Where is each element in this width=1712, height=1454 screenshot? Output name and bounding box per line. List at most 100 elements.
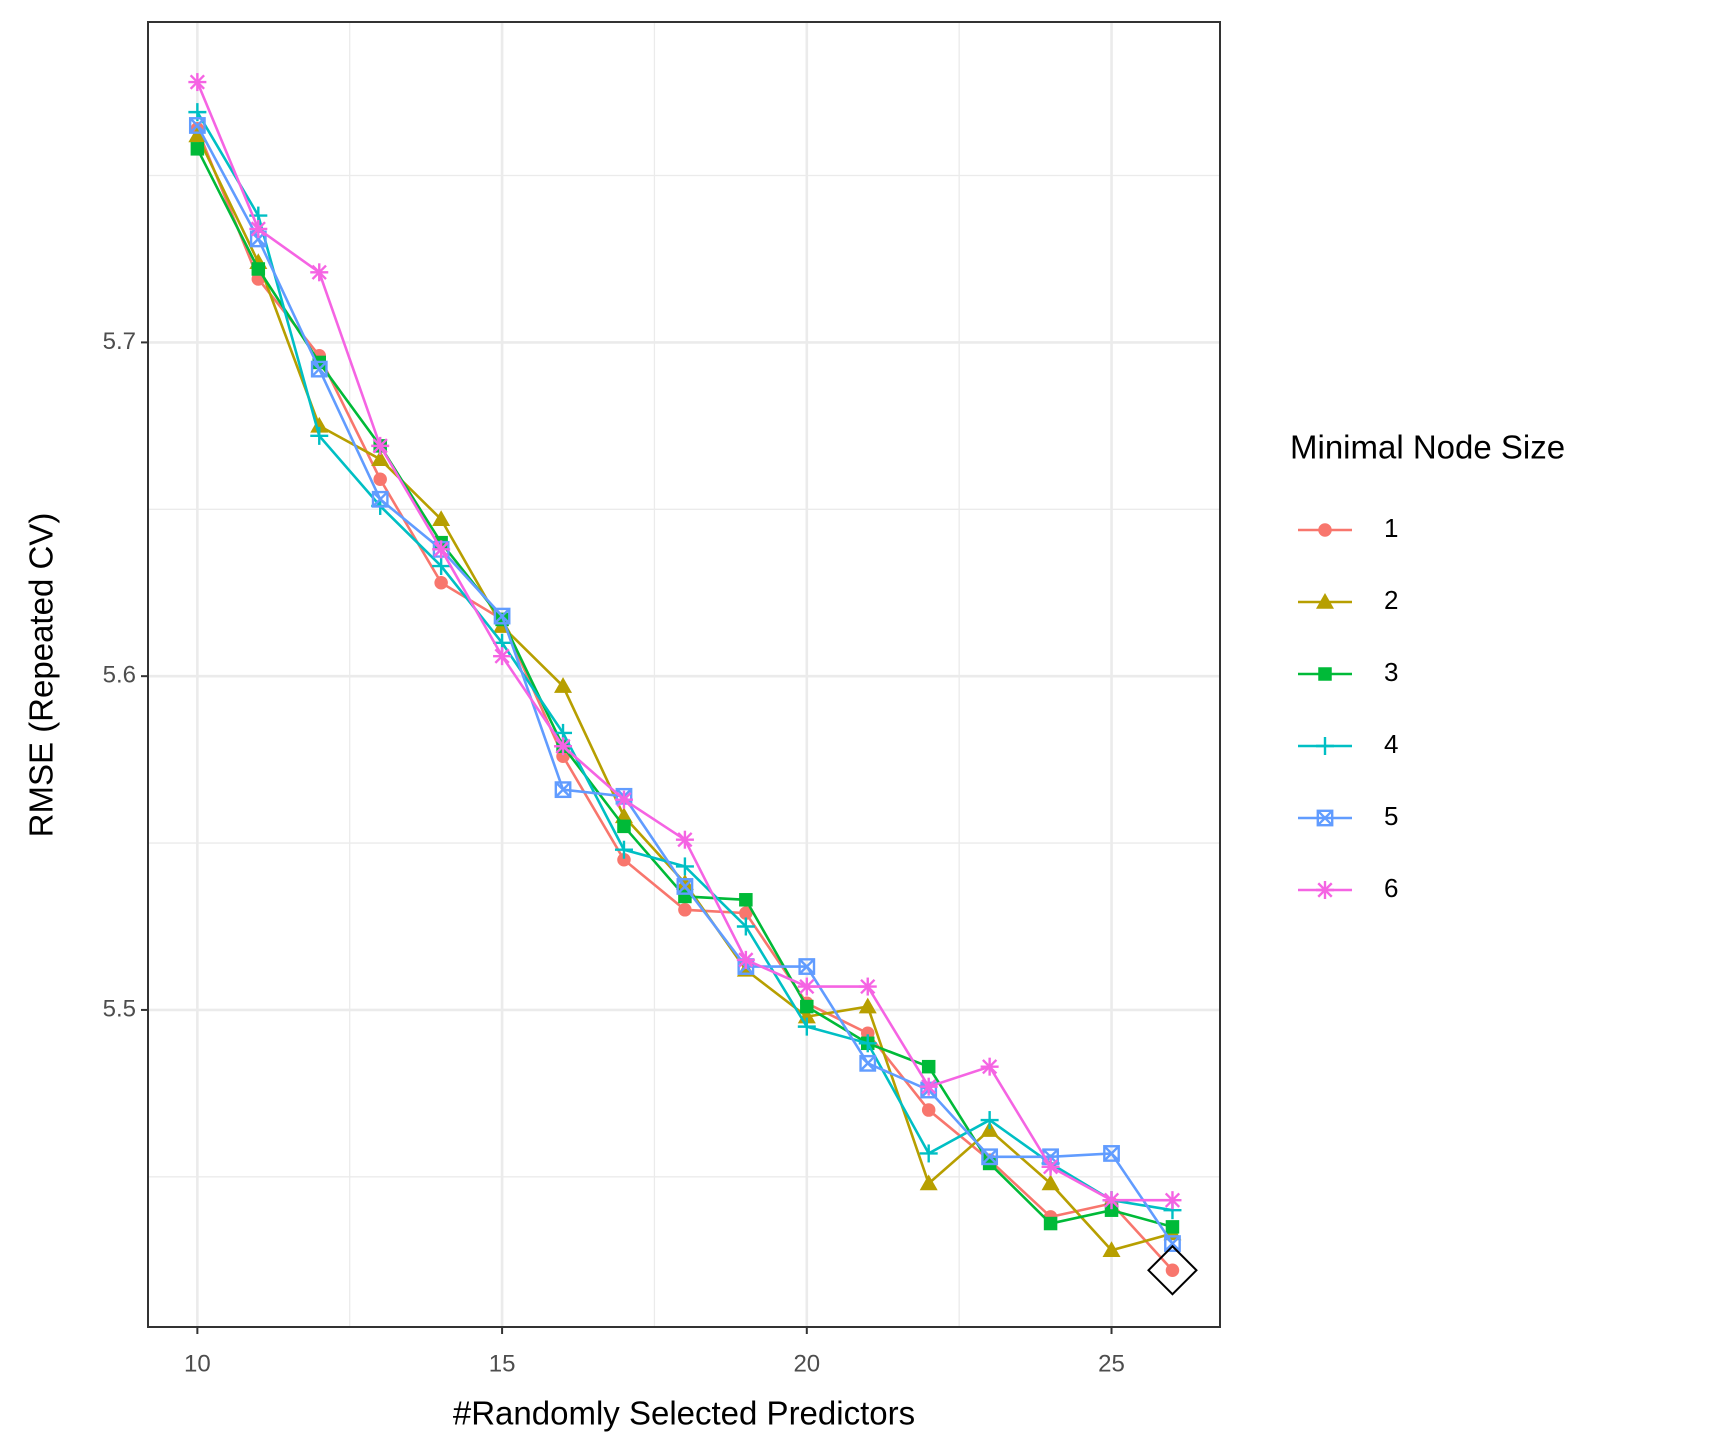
point-shape xyxy=(1318,667,1332,681)
point-shape xyxy=(859,1054,877,1072)
x-axis-title: #Randomly Selected Predictors xyxy=(453,1395,915,1432)
point xyxy=(310,263,329,282)
point xyxy=(373,472,387,487)
point-stroke xyxy=(189,74,205,90)
series-line xyxy=(196,111,1173,1212)
series-line xyxy=(196,134,1173,1252)
point-stroke xyxy=(1042,1159,1059,1175)
point-stroke xyxy=(1164,1192,1181,1208)
point xyxy=(1165,1263,1180,1278)
point-stroke xyxy=(982,1059,998,1075)
point xyxy=(614,790,633,809)
point xyxy=(1103,1145,1120,1162)
point-shape xyxy=(1318,523,1332,537)
point xyxy=(736,917,755,936)
point xyxy=(188,126,207,143)
x-tick-label: 10 xyxy=(184,1350,211,1377)
point-shape xyxy=(739,893,753,907)
point xyxy=(554,781,572,799)
point xyxy=(1165,1220,1180,1234)
point-stroke xyxy=(311,361,328,378)
point-shape xyxy=(981,1148,999,1166)
point xyxy=(798,958,816,975)
point xyxy=(251,262,266,276)
x-tick-label: 25 xyxy=(1098,1350,1125,1377)
best-marker xyxy=(1147,1244,1198,1296)
point-shape xyxy=(373,472,387,487)
point xyxy=(736,950,755,969)
point-shape xyxy=(1165,1263,1180,1278)
point-shape xyxy=(554,781,572,799)
point xyxy=(310,416,329,433)
point xyxy=(797,977,816,996)
point xyxy=(981,1148,999,1166)
point xyxy=(858,1034,877,1053)
point xyxy=(921,1059,936,1074)
point-stroke xyxy=(981,1148,998,1165)
point xyxy=(678,903,692,917)
point xyxy=(1102,1241,1121,1257)
point xyxy=(190,142,205,156)
point-stroke xyxy=(555,738,571,754)
point-stroke xyxy=(738,952,754,968)
point-shape xyxy=(188,117,206,134)
point-shape xyxy=(1316,809,1334,827)
point-shape xyxy=(678,903,692,917)
point-stroke xyxy=(1317,882,1333,898)
point-stroke xyxy=(311,264,327,280)
point xyxy=(919,1174,938,1191)
point-shape xyxy=(371,450,390,466)
point xyxy=(858,997,877,1014)
point-stroke xyxy=(433,541,449,557)
y-axis-title: RMSE (Repeated CV) xyxy=(23,513,60,838)
point xyxy=(1043,1216,1058,1231)
point xyxy=(617,819,631,834)
point-shape xyxy=(617,819,631,834)
point-stroke xyxy=(1164,1235,1181,1252)
point xyxy=(1316,881,1334,899)
point xyxy=(675,830,694,849)
legend-label: 4 xyxy=(1384,729,1398,759)
point xyxy=(614,840,633,859)
point xyxy=(797,1017,816,1036)
point xyxy=(249,219,268,238)
point xyxy=(675,874,694,890)
point-stroke xyxy=(554,781,572,798)
point-stroke xyxy=(616,792,632,808)
series-line xyxy=(196,148,1173,1229)
point xyxy=(1041,1157,1060,1176)
point-shape xyxy=(554,677,573,693)
point xyxy=(1163,1191,1182,1210)
point xyxy=(800,999,814,1014)
point-shape xyxy=(1164,1235,1181,1252)
point-stroke xyxy=(372,438,388,454)
point xyxy=(432,557,451,576)
legend-label: 5 xyxy=(1384,801,1398,831)
series-line xyxy=(196,128,1174,1272)
point-stroke xyxy=(250,221,266,237)
point-shape xyxy=(1165,1220,1180,1234)
point-shape xyxy=(310,360,328,378)
point-shape xyxy=(1104,1203,1119,1217)
point xyxy=(980,1111,999,1130)
point xyxy=(1318,523,1332,537)
legend-label: 2 xyxy=(1384,585,1398,615)
point-shape xyxy=(1103,1145,1120,1162)
point xyxy=(617,852,631,867)
point-shape xyxy=(310,416,329,433)
point xyxy=(371,450,390,466)
point-shape xyxy=(434,575,448,590)
y-tick-label: 5.5 xyxy=(103,995,136,1022)
point xyxy=(188,117,206,134)
legend-title: Minimal Node Size xyxy=(1290,429,1565,466)
point-stroke xyxy=(921,1079,937,1095)
point-shape xyxy=(921,1103,936,1117)
point-stroke xyxy=(1316,809,1334,827)
series-line xyxy=(196,81,1173,1202)
point xyxy=(919,1077,938,1096)
point-shape xyxy=(1043,1216,1058,1231)
point xyxy=(676,878,694,895)
point-shape xyxy=(739,906,753,920)
point-shape xyxy=(190,142,205,156)
